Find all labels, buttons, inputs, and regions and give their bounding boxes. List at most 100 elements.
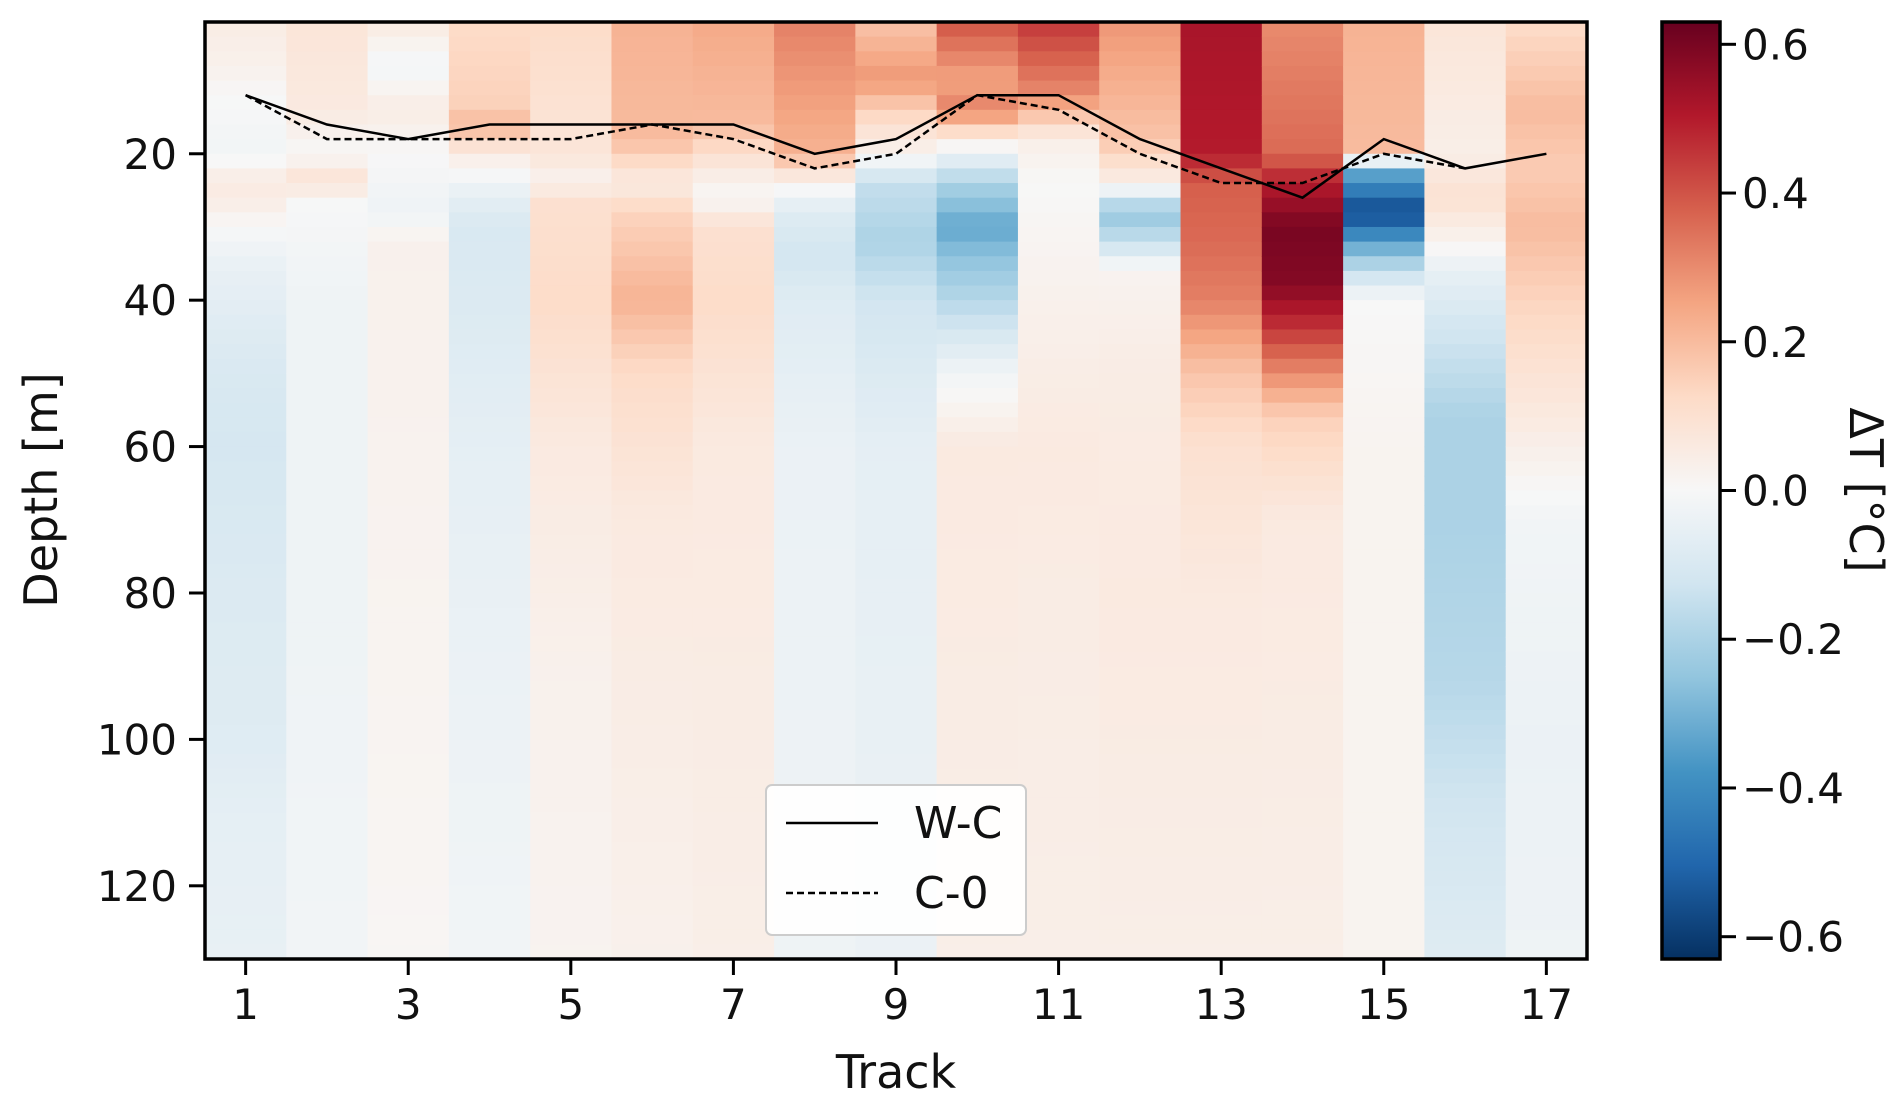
heatmap-cell xyxy=(936,490,1019,506)
heatmap-cell xyxy=(1180,563,1263,579)
heatmap-cell xyxy=(611,885,694,902)
heatmap-cell xyxy=(448,329,531,345)
heatmap-cell xyxy=(1343,871,1426,887)
heatmap-cell xyxy=(1424,505,1507,521)
heatmap-cell xyxy=(1180,139,1263,155)
heatmap-cell xyxy=(855,461,938,477)
heatmap-cell xyxy=(1099,373,1182,389)
heatmap-cell xyxy=(1017,226,1100,243)
heatmap-cell xyxy=(855,197,938,213)
heatmap-cell xyxy=(1424,490,1507,506)
heatmap-cell xyxy=(1505,314,1588,331)
heatmap-cell xyxy=(1099,856,1182,872)
heatmap-cell xyxy=(855,373,938,389)
heatmap-cell xyxy=(530,241,613,257)
heatmap-cell xyxy=(205,388,287,404)
heatmap-cell xyxy=(1099,622,1182,638)
heatmap-cell xyxy=(774,710,856,726)
heatmap-cell xyxy=(448,944,531,960)
heatmap-cell xyxy=(530,636,613,653)
heatmap-cell xyxy=(1261,841,1344,858)
heatmap-cell xyxy=(1424,929,1507,945)
heatmap-cell xyxy=(1017,885,1100,902)
heatmap-cell xyxy=(1424,856,1507,872)
series-line-w-c xyxy=(245,93,1547,200)
heatmap-cell xyxy=(692,388,775,404)
heatmap-cell xyxy=(1180,856,1263,872)
heatmap-cell xyxy=(367,680,450,697)
heatmap-cell xyxy=(855,754,938,770)
heatmap-cell xyxy=(530,680,613,697)
heatmap-cell xyxy=(611,636,694,653)
heatmap-cell xyxy=(692,724,775,740)
heatmap-cell xyxy=(774,314,856,331)
heatmap-cell xyxy=(774,563,856,579)
heatmap-cell xyxy=(1424,768,1507,784)
heatmap-cell xyxy=(205,358,287,374)
heatmap-cell xyxy=(1505,153,1588,170)
heatmap-cell xyxy=(530,314,613,331)
heatmap-cell xyxy=(692,651,775,667)
heatmap-cell xyxy=(1261,212,1344,228)
heatmap-cell xyxy=(1343,710,1426,726)
heatmap-cell xyxy=(1505,841,1588,858)
heatmap-cell xyxy=(1505,592,1588,609)
heatmap-cell xyxy=(1261,197,1344,213)
heatmap-cell xyxy=(1261,329,1344,345)
heatmap-cell xyxy=(286,666,369,682)
heatmap-cell xyxy=(1424,915,1507,931)
heatmap-cell xyxy=(1424,680,1507,697)
heatmap-cell xyxy=(692,900,775,916)
heatmap-cell xyxy=(530,461,613,477)
heatmap-cell xyxy=(1180,431,1263,448)
heatmap-cell xyxy=(1343,285,1426,301)
heatmap-cell xyxy=(1017,622,1100,638)
heatmap-cell xyxy=(205,431,287,448)
heatmap-cell xyxy=(1099,417,1182,433)
heatmap-cell xyxy=(1343,929,1426,945)
heatmap-cell xyxy=(367,51,450,67)
colorbar-tick-label: 0.0 xyxy=(1742,467,1809,516)
heatmap-cell xyxy=(774,519,856,536)
heatmap-cell xyxy=(1017,636,1100,653)
heatmap-cell xyxy=(1505,388,1588,404)
heatmap-cell xyxy=(692,168,775,184)
heatmap-cell xyxy=(286,651,369,667)
heatmap-cell xyxy=(530,915,613,931)
heatmap-cell xyxy=(611,578,694,594)
heatmap-cell xyxy=(774,212,856,228)
heatmap-cell xyxy=(1261,475,1344,492)
heatmap-cell xyxy=(1505,915,1588,931)
heatmap-cell xyxy=(448,388,531,404)
heatmap-cell xyxy=(1343,856,1426,872)
legend-label-w-c: W-C xyxy=(914,798,1002,849)
heatmap-cell xyxy=(448,549,531,565)
heatmap-cell xyxy=(1261,402,1344,418)
heatmap-cell xyxy=(611,549,694,565)
heatmap-cell xyxy=(1505,358,1588,374)
heatmap-cell xyxy=(448,80,531,96)
heatmap-cell xyxy=(530,549,613,565)
heatmap-cell xyxy=(936,592,1019,609)
heatmap-cell xyxy=(530,505,613,521)
heatmap-cell xyxy=(1099,226,1182,243)
heatmap-cell xyxy=(1099,666,1182,682)
heatmap-cell xyxy=(1343,212,1426,228)
heatmap-cell xyxy=(855,549,938,565)
heatmap-cell xyxy=(1099,534,1182,550)
heatmap-cell xyxy=(1505,197,1588,213)
heatmap-cell xyxy=(692,929,775,945)
heatmap-cell xyxy=(1180,783,1263,799)
heatmap-cell xyxy=(611,871,694,887)
heatmap-cell xyxy=(1099,183,1182,199)
heatmap-cell xyxy=(936,563,1019,579)
heatmap-cell xyxy=(1505,549,1588,565)
heatmap-cell xyxy=(1505,344,1588,360)
heatmap-cell xyxy=(774,768,856,784)
heatmap-cell xyxy=(367,534,450,550)
heatmap-cell xyxy=(1017,900,1100,916)
heatmap-cell xyxy=(936,124,1019,140)
heatmap-cell xyxy=(1261,417,1344,433)
heatmap-cell xyxy=(1099,915,1182,931)
heatmap-cell xyxy=(611,768,694,784)
